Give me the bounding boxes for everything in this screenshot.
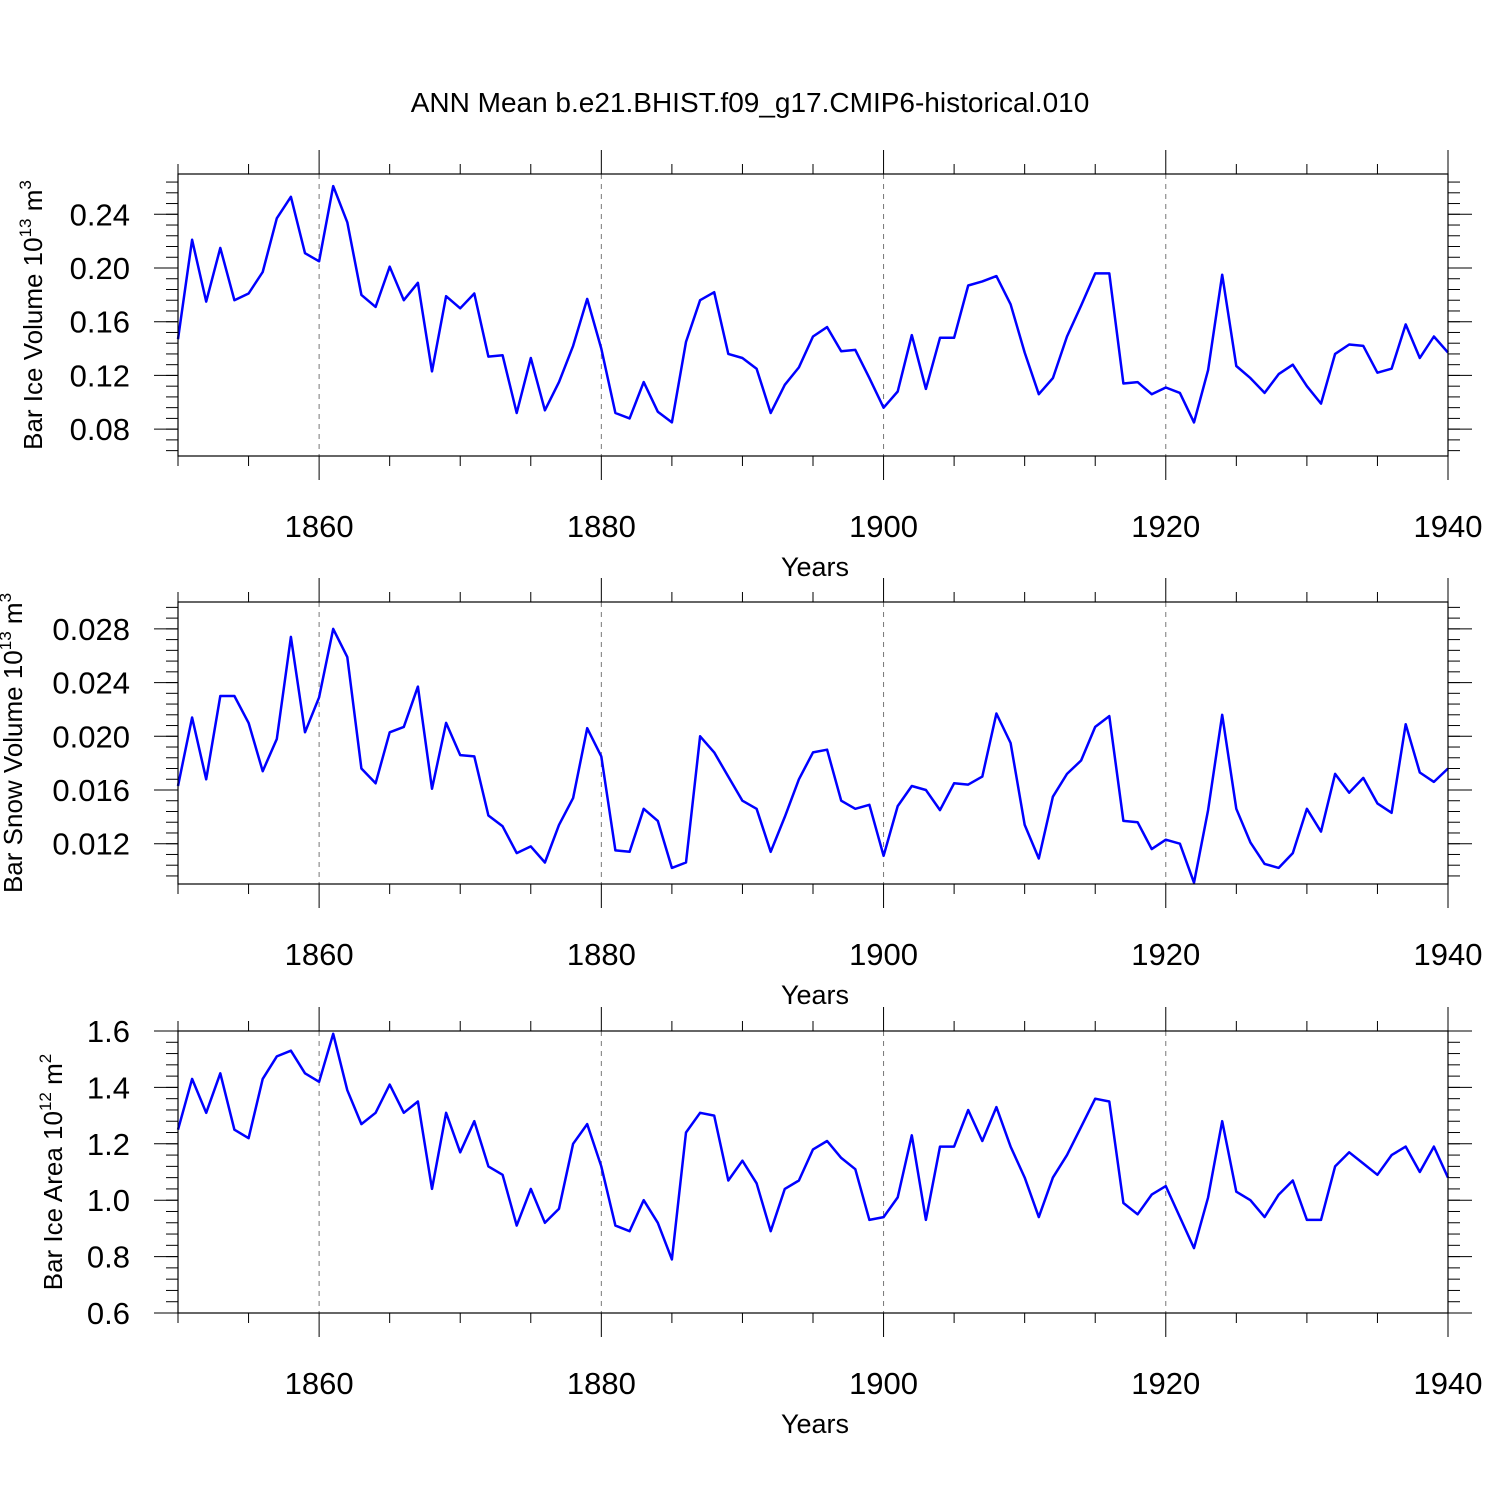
x-tick-label: 1880 xyxy=(567,937,636,972)
x-tick-label: 1920 xyxy=(1131,1366,1200,1401)
x-tick-label: 1920 xyxy=(1131,937,1200,972)
x-tick-label: 1900 xyxy=(849,937,918,972)
x-tick-label: 1940 xyxy=(1414,509,1483,544)
series-line-ice-volume xyxy=(176,184,1449,424)
x-tick-label: 1860 xyxy=(285,937,354,972)
y-tick-label: 0.6 xyxy=(87,1296,130,1331)
y-tick-label: 0.028 xyxy=(52,612,130,647)
y-tick-label: 0.16 xyxy=(70,305,130,340)
y-tick-label: 0.8 xyxy=(87,1240,130,1275)
y-tick-label: 0.24 xyxy=(70,197,130,232)
y-axis-label: Bar Snow Volume 1013 m3 xyxy=(0,593,28,893)
x-tick-label: 1940 xyxy=(1414,1366,1483,1401)
x-tick-label: 1920 xyxy=(1131,509,1200,544)
x-tick-label: 1860 xyxy=(285,1366,354,1401)
y-tick-label: 0.12 xyxy=(70,358,130,393)
y-tick-label: 0.024 xyxy=(52,666,130,701)
y-tick-label: 0.020 xyxy=(52,719,130,754)
plot-frame xyxy=(177,173,1449,457)
panel-ice-area: 0.6 0.8 1.0 1.2 1.4 1.6 1860 1880 1900 1920 1940 Ye… xyxy=(36,1007,1482,1439)
x-tick-label: 1900 xyxy=(849,1366,918,1401)
plot-frame xyxy=(177,601,1449,885)
x-axis-label: Years xyxy=(781,980,849,1010)
x-axis-label: Years xyxy=(781,1409,849,1439)
series-line-snow-volume xyxy=(176,627,1449,884)
x-tick-label: 1940 xyxy=(1414,937,1483,972)
x-tick-label: 1880 xyxy=(567,509,636,544)
x-axis-label: Years xyxy=(781,552,849,582)
y-tick-label: 1.6 xyxy=(87,1014,130,1049)
y-tick-label: 0.20 xyxy=(70,251,130,286)
x-tick-label: 1860 xyxy=(285,509,354,544)
y-axis-label: Bar Ice Volume 1013 m3 xyxy=(16,180,48,450)
y-tick-label: 1.2 xyxy=(87,1127,130,1162)
panel-snow-volume: 0.012 0.016 0.020 0.024 0.028 1860 1880 1900 192… xyxy=(0,578,1482,1010)
y-axis-label: Bar Ice Area 1012 m2 xyxy=(36,1054,68,1291)
panels: 0.08 0.12 0.16 0.20 0.24 1860 1880 1900 1920 1940… xyxy=(0,150,1482,1439)
y-tick-label: 0.016 xyxy=(52,773,130,808)
series-line-ice-area xyxy=(176,1032,1450,1261)
plot-frame xyxy=(177,1030,1449,1314)
y-tick-label: 1.0 xyxy=(87,1183,130,1218)
panel-ice-volume: 0.08 0.12 0.16 0.20 0.24 1860 1880 1900 1920 1940… xyxy=(16,150,1482,582)
y-tick-label: 0.08 xyxy=(70,412,130,447)
x-tick-label: 1880 xyxy=(567,1366,636,1401)
y-tick-label: 0.012 xyxy=(52,827,130,862)
x-tick-label: 1900 xyxy=(849,509,918,544)
chart-title: ANN Mean b.e21.BHIST.f09_g17.CMIP6-histo… xyxy=(411,87,1090,118)
y-tick-label: 1.4 xyxy=(87,1070,130,1105)
